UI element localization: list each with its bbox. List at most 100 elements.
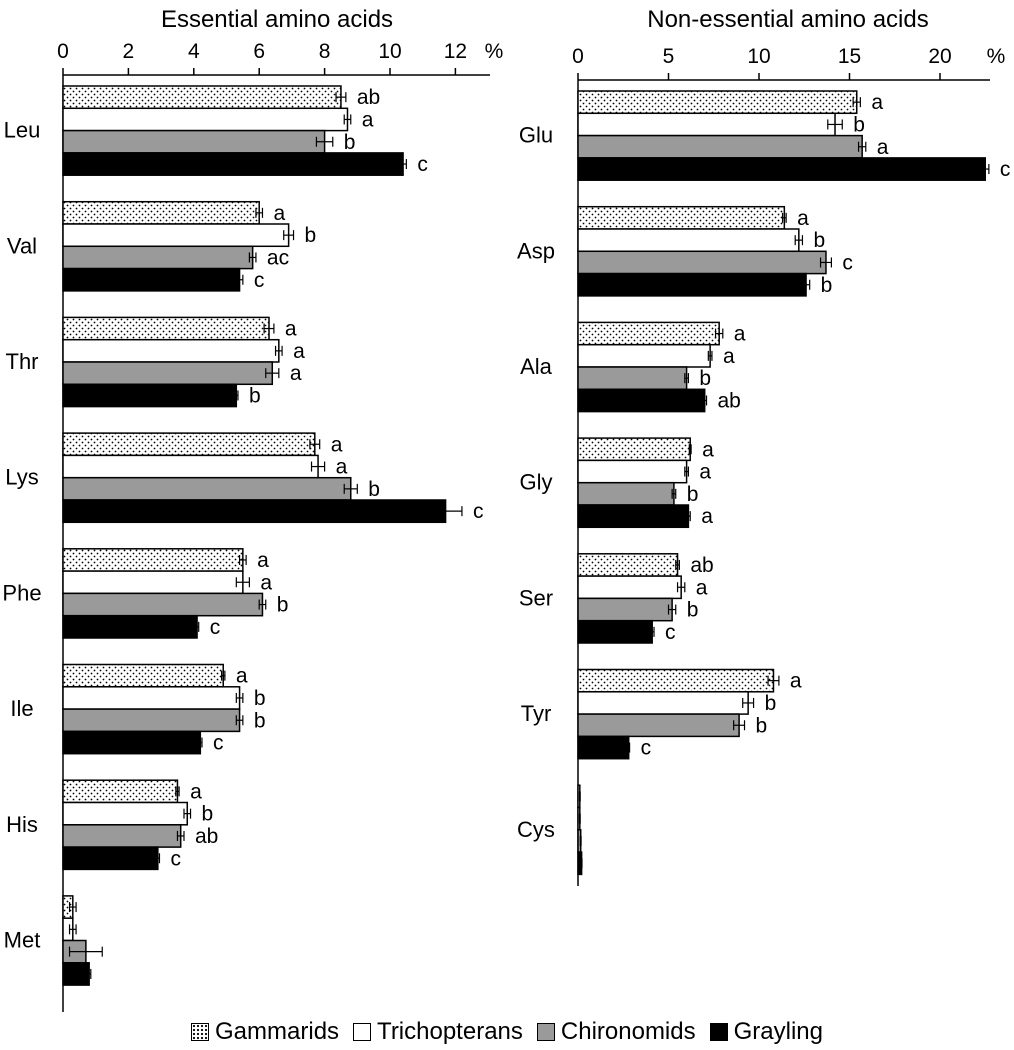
error-bar-ser-chironomids bbox=[667, 604, 677, 615]
bar-val-trichopterans bbox=[62, 223, 290, 248]
significance-label-his-gammarids: a bbox=[190, 780, 202, 803]
bar-his-gammarids bbox=[62, 779, 179, 804]
error-bar-ser-gammarids bbox=[675, 559, 680, 570]
significance-label-ala-gammarids: a bbox=[734, 323, 746, 346]
bar-gly-chironomids bbox=[577, 481, 675, 506]
error-bar-gly-gammarids bbox=[688, 444, 692, 455]
significance-label-phe-chironomids: b bbox=[277, 594, 289, 617]
category-label-phe: Phe bbox=[2, 580, 41, 605]
error-bar-tyr-gammarids bbox=[767, 675, 780, 686]
bar-val-gammarids bbox=[62, 200, 260, 225]
error-bar-phe-gammarids bbox=[238, 554, 247, 565]
bar-glu-grayling bbox=[577, 157, 986, 181]
significance-label-thr-gammarids: a bbox=[285, 318, 297, 341]
error-bar-phe-trichopterans bbox=[235, 577, 250, 588]
x-tick-label: 15 bbox=[838, 45, 861, 68]
category-label-his: His bbox=[6, 812, 38, 837]
category-label-gly: Gly bbox=[520, 470, 553, 495]
significance-label-leu-chironomids: b bbox=[344, 131, 356, 154]
bar-asp-grayling bbox=[577, 272, 807, 297]
legend-label-gammarids: Gammarids bbox=[215, 1018, 340, 1045]
error-bar-met-trichopterans bbox=[68, 924, 77, 935]
bar-his-grayling bbox=[62, 846, 159, 871]
significance-label-val-chironomids: ac bbox=[267, 246, 289, 269]
bar-tyr-trichopterans bbox=[577, 691, 749, 715]
significance-label-phe-grayling: c bbox=[210, 616, 221, 639]
significance-label-ser-gammarids: ab bbox=[690, 554, 713, 577]
significance-label-ile-grayling: c bbox=[213, 732, 224, 755]
significance-label-leu-gammarids: ab bbox=[357, 86, 380, 109]
error-bar-glu-grayling bbox=[981, 164, 990, 175]
significance-label-val-trichopterans: b bbox=[305, 224, 317, 247]
legend-item-gammarids: Gammarids bbox=[191, 1018, 339, 1046]
error-bar-leu-trichopterans bbox=[343, 114, 352, 125]
bar-asp-chironomids bbox=[577, 250, 827, 275]
category-label-cys: Cys bbox=[517, 817, 555, 842]
error-bar-met-chironomids bbox=[68, 946, 103, 957]
category-label-met: Met bbox=[4, 928, 41, 953]
error-bar-cys-gammarids bbox=[578, 791, 581, 802]
bar-ala-grayling bbox=[577, 388, 706, 413]
x-tick-label: 6 bbox=[253, 40, 265, 63]
significance-label-ala-trichopterans: a bbox=[723, 345, 735, 368]
bar-glu-chironomids bbox=[577, 134, 863, 159]
error-bar-leu-grayling bbox=[399, 159, 407, 170]
category-label-glu: Glu bbox=[519, 123, 553, 148]
error-bar-tyr-grayling bbox=[627, 742, 631, 753]
significance-label-tyr-chironomids: b bbox=[756, 714, 768, 737]
error-bar-lys-chironomids bbox=[343, 483, 358, 494]
bar-lys-chironomids bbox=[62, 476, 352, 501]
bar-ile-gammarids bbox=[62, 663, 224, 688]
bar-ala-trichopterans bbox=[577, 343, 711, 368]
trichopterans-swatch bbox=[353, 1023, 372, 1041]
significance-label-ser-trichopterans: a bbox=[696, 576, 708, 599]
bar-leu-grayling bbox=[62, 152, 404, 176]
error-bar-ser-trichopterans bbox=[676, 582, 686, 593]
significance-label-thr-grayling: b bbox=[249, 384, 261, 407]
error-bar-leu-gammarids bbox=[335, 92, 347, 103]
unit-label: % bbox=[987, 45, 1006, 68]
error-bar-gly-chironomids bbox=[671, 488, 677, 499]
bar-asp-gammarids bbox=[577, 205, 786, 230]
bar-glu-trichopterans bbox=[577, 112, 836, 137]
error-bar-asp-trichopterans bbox=[794, 235, 804, 246]
error-bar-his-grayling bbox=[155, 853, 161, 864]
error-bar-val-grayling bbox=[235, 274, 244, 285]
significance-label-leu-trichopterans: a bbox=[362, 108, 374, 131]
error-bar-asp-grayling bbox=[801, 279, 811, 290]
legend-label-grayling: Grayling bbox=[733, 1018, 823, 1045]
bar-tyr-grayling bbox=[577, 735, 630, 760]
error-bar-his-gammarids bbox=[175, 786, 180, 797]
significance-label-val-grayling: c bbox=[254, 269, 265, 292]
bar-phe-trichopterans bbox=[62, 570, 244, 595]
significance-label-gly-trichopterans: a bbox=[699, 461, 711, 484]
chironomids-swatch bbox=[536, 1023, 555, 1041]
error-bar-thr-chironomids bbox=[265, 368, 280, 379]
bar-tyr-gammarids bbox=[577, 668, 775, 693]
significance-label-asp-chironomids: c bbox=[842, 251, 853, 274]
bar-gly-grayling bbox=[577, 504, 690, 529]
bar-leu-trichopterans bbox=[62, 107, 349, 132]
gammarids-swatch bbox=[191, 1023, 210, 1041]
error-bar-ala-chironomids bbox=[684, 373, 690, 384]
significance-label-lys-grayling: c bbox=[473, 500, 484, 523]
significance-label-lys-trichopterans: a bbox=[336, 456, 348, 479]
legend-item-trichopterans: Trichopterans bbox=[353, 1018, 523, 1046]
significance-label-ala-chironomids: b bbox=[699, 367, 711, 390]
significance-label-ser-grayling: c bbox=[665, 621, 676, 644]
legend-item-chironomids: Chironomids bbox=[536, 1018, 696, 1046]
bar-ile-grayling bbox=[62, 730, 202, 755]
category-label-asp: Asp bbox=[517, 238, 555, 263]
bar-gly-gammarids bbox=[577, 437, 691, 462]
category-label-ala: Ala bbox=[520, 354, 553, 379]
bar-ala-chironomids bbox=[577, 366, 688, 391]
bar-ala-gammarids bbox=[577, 321, 720, 346]
bar-phe-chironomids bbox=[62, 592, 264, 617]
significance-label-ala-grayling: ab bbox=[718, 389, 741, 412]
significance-label-asp-gammarids: a bbox=[797, 207, 809, 230]
error-bar-his-trichopterans bbox=[183, 808, 192, 819]
error-bar-asp-gammarids bbox=[781, 212, 787, 223]
chart-title: Non-essential amino acids bbox=[647, 6, 928, 33]
error-bar-ala-gammarids bbox=[714, 328, 724, 339]
